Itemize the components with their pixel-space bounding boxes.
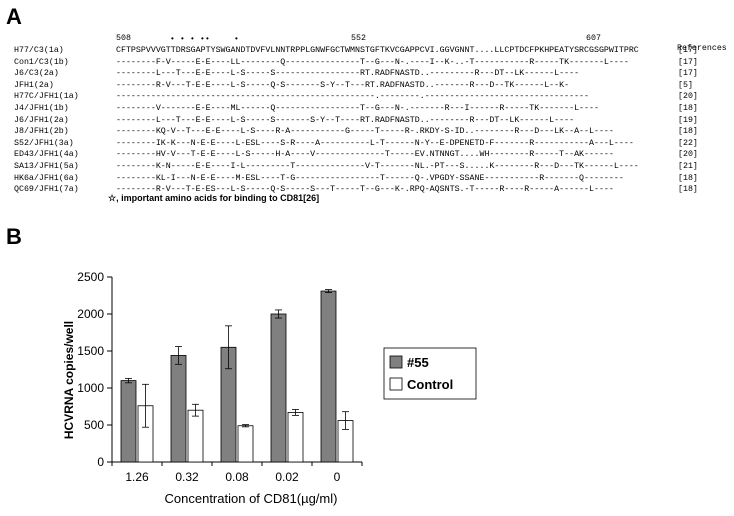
legend-swatch [389, 355, 403, 369]
alignment-footnote: ☆, important amino acids for binding to … [108, 193, 320, 203]
strain-name: Con1/C3(1b) [14, 57, 69, 67]
y-tick-label: 2000 [77, 307, 104, 321]
strain-name: QC69/JFH1(7a) [14, 185, 79, 195]
y-tick-label: 2500 [77, 270, 104, 284]
binding-dot: • [200, 35, 205, 44]
reference: [18] [678, 127, 698, 137]
sequence: --------HV-V---T-E-E----L-S-----H-A----V… [116, 150, 614, 160]
bar-series-55 [320, 290, 337, 463]
reference: [5] [678, 80, 693, 90]
strain-name: J6/C3(2a) [14, 69, 59, 79]
sequence: --------R-V---T-E-E----L-S-----Q-S------… [116, 80, 570, 90]
y-axis-label: HCVRNA copies/well [62, 321, 76, 439]
reference: [20] [678, 92, 698, 102]
binding-dot: • [180, 35, 185, 44]
y-axis: 0 500 1000 1500 2000 2500 [77, 270, 113, 469]
position-mid: 552 [351, 34, 366, 43]
sequence: --------KQ-V--T---E-E----L-S----R-A-----… [116, 127, 614, 137]
strain-name: JFH1(2a) [14, 80, 54, 90]
y-tick-label: 1000 [77, 381, 104, 395]
x-tick-label: 0.08 [225, 470, 249, 484]
x-tick-label: 0.02 [275, 470, 299, 484]
legend-label: #55 [407, 355, 429, 370]
legend-label: Control [407, 377, 453, 392]
strain-name: SA13/JFH1(5a) [14, 161, 79, 171]
legend-swatch [389, 377, 403, 391]
legend: #55 Control [383, 347, 477, 400]
sequence: --------F-V-----E-E----LL--------Q------… [116, 57, 629, 67]
x-tick-label: 1.26 [125, 470, 149, 484]
sequence: --------R-V---T-E-ES---L-S-----Q-S-----S… [116, 185, 614, 195]
y-tick-label: 0 [97, 455, 104, 469]
x-tick-label: 0.32 [175, 470, 199, 484]
strain-name: H77/C3(1a) [14, 46, 64, 55]
reference: [18] [678, 185, 698, 195]
sequence: --------KL-I---N-E-E----M-ESL----T-G----… [116, 173, 624, 183]
y-tick-label: 500 [84, 418, 104, 432]
reference: [22] [678, 138, 698, 148]
binding-dot: • [170, 35, 175, 44]
sequence: --------L---T---E-E----L-S-----S-------S… [116, 115, 575, 125]
reference: [17] [678, 69, 698, 79]
panel-b-label: B [6, 224, 22, 249]
sequence: --------K-N-----E-E----I-L---------T----… [116, 161, 639, 171]
bar-series-55 [170, 355, 187, 463]
reference: [20] [678, 150, 698, 160]
bar-control [237, 425, 254, 463]
strain-name: H77C/JFH1(1a) [14, 92, 79, 102]
sequence: --------L---T---E-E----L-S-----S--------… [116, 69, 580, 79]
sequence: CFTPSPVVVGTTDRSGAPTYSWGANDTDVFVLNNTRPPLG… [116, 46, 639, 55]
strain-name: S52/JFH1(3a) [14, 138, 74, 148]
bars [120, 289, 354, 463]
sequence: --------IK-K---N-E-E----L-ESL----S-R----… [116, 138, 634, 148]
bar-series-55 [270, 313, 287, 463]
reference: [18] [678, 173, 698, 183]
bar-series-55 [120, 380, 137, 463]
strain-name: J6/JFH1(2a) [14, 115, 69, 125]
strain-name: HK6a/JFH1(6a) [14, 173, 79, 183]
reference: [19] [678, 115, 698, 125]
binding-dot: • [190, 35, 195, 44]
sequence: --------V-------E-E----ML------Q--------… [116, 103, 599, 113]
x-axis-label: Concentration of CD81(µg/ml) [165, 491, 338, 506]
strain-name: ED43/JFH1(4a) [14, 150, 79, 160]
sequence: ----------------------------------------… [116, 92, 589, 102]
strain-name: J8/JFH1(2b) [14, 127, 69, 137]
x-axis: 1.26 0.32 0.08 0.02 0 [111, 461, 363, 484]
reference: [18] [678, 103, 698, 113]
binding-dot: • [205, 35, 210, 44]
bar-control [287, 412, 304, 463]
reference: [17] [678, 46, 698, 55]
bar-chart: 0 500 1000 1500 2000 2500 1.26 0.32 0.08 0.02 0 #… [62, 270, 477, 506]
reference: [17] [678, 57, 698, 67]
x-tick-label: 0 [334, 470, 341, 484]
y-tick-label: 1500 [77, 344, 104, 358]
bar-control [187, 409, 204, 463]
binding-dot: • [234, 35, 239, 44]
position-start: 508 [116, 34, 131, 43]
cd81-binding-markers: • • • • • • [116, 35, 239, 98]
strain-name: J4/JFH1(1b) [14, 103, 69, 113]
position-end: 607 [586, 34, 601, 43]
reference: [21] [678, 161, 698, 171]
references-header: References [677, 44, 727, 53]
panel-a-label: A [6, 4, 22, 29]
